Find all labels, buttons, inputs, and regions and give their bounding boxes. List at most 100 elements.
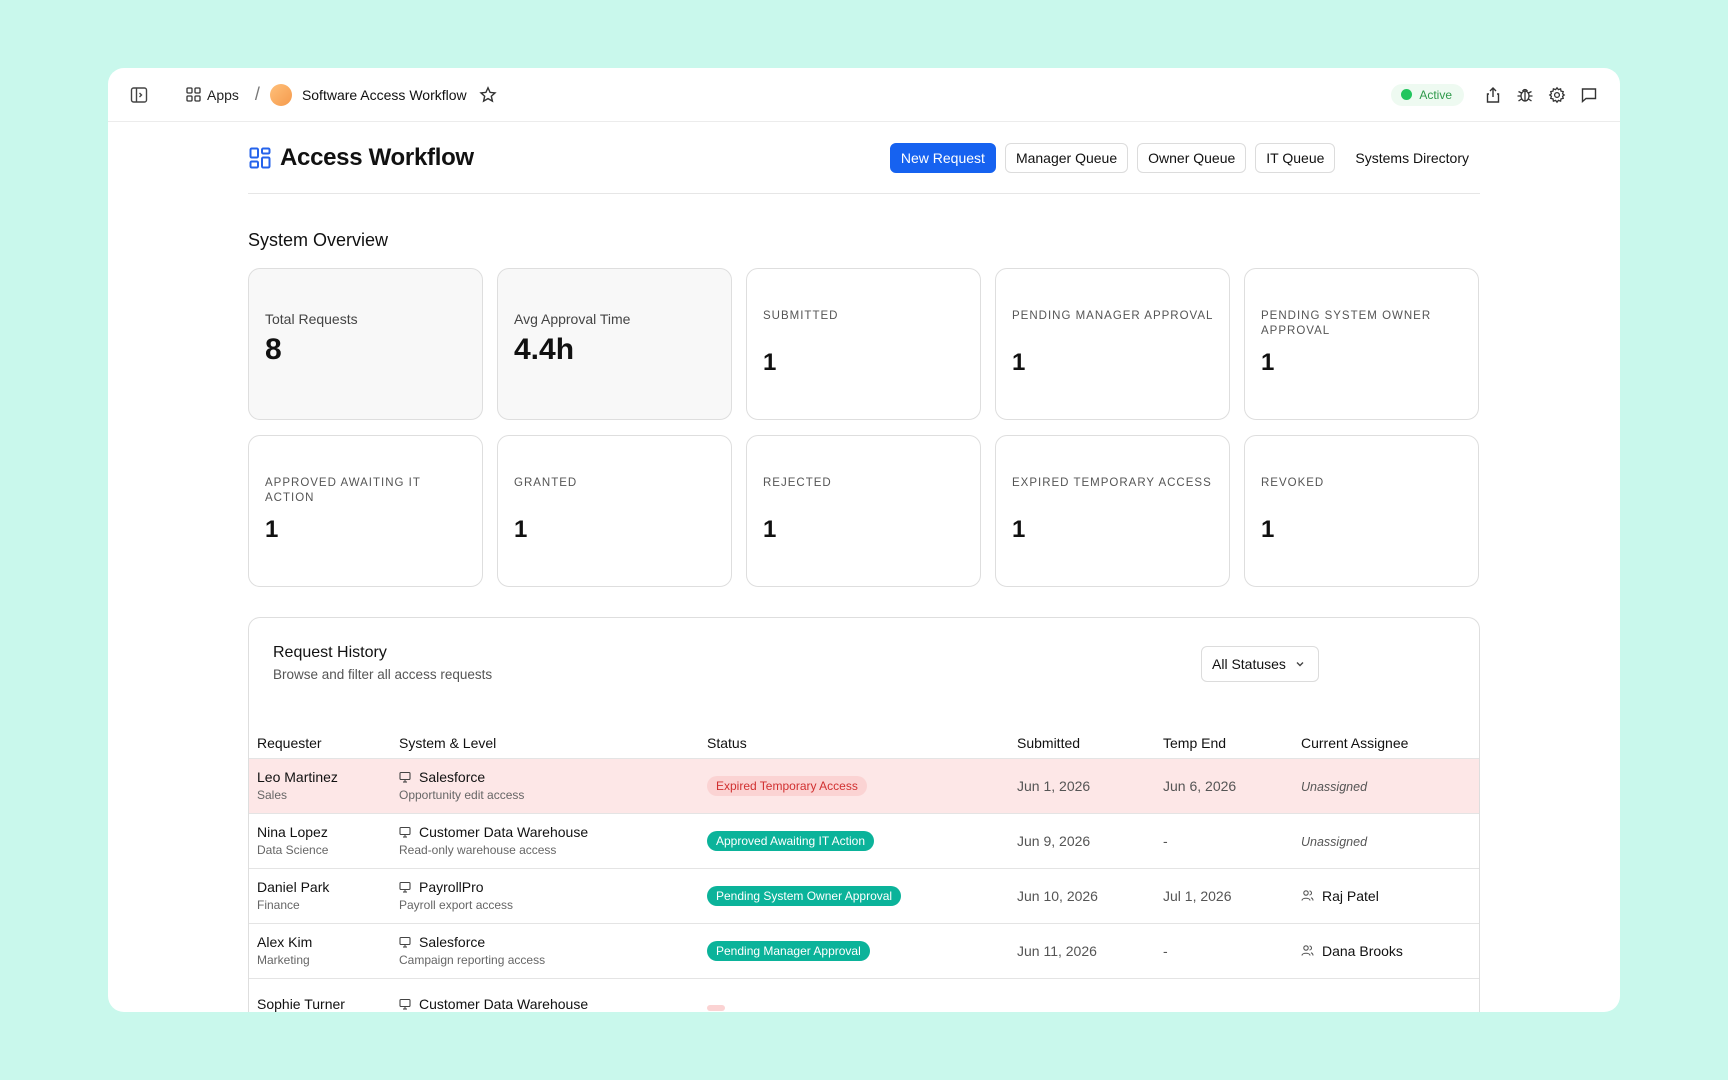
temp-end-date: Jun 6, 2026	[1163, 758, 1301, 814]
system-name: Customer Data Warehouse	[419, 996, 589, 1012]
sidebar-toggle-icon[interactable]	[126, 82, 152, 108]
stat-card-revoked: REVOKED 1	[1244, 435, 1479, 587]
access-level: Campaign reporting access	[399, 953, 546, 967]
temp-end-date	[1163, 978, 1301, 1012]
stat-card-approved-awaiting-it: APPROVED AWAITING IT ACTION 1	[248, 435, 483, 587]
status-badge	[707, 1004, 725, 1011]
stat-label: REJECTED	[763, 477, 832, 489]
submitted-date: Jun 1, 2026	[1017, 758, 1163, 814]
system-name: Customer Data Warehouse	[419, 824, 589, 840]
monitor-icon	[399, 998, 411, 1010]
top-bar: Apps / Software Access Workflow Active	[108, 68, 1620, 122]
app-window: Apps / Software Access Workflow Active	[108, 68, 1620, 1012]
requester-name: Leo Martinez	[257, 769, 338, 785]
chat-icon[interactable]	[1576, 82, 1602, 108]
status-dot	[1401, 89, 1413, 100]
requester-dept: Finance	[257, 898, 300, 912]
stat-label: APPROVED AWAITING IT ACTION	[265, 477, 421, 504]
submitted-date: Jun 11, 2026	[1017, 923, 1163, 979]
monitor-icon	[399, 881, 411, 893]
history-subtitle: Browse and filter all access requests	[273, 667, 493, 682]
stat-value: 1	[1261, 516, 1275, 543]
apps-link[interactable]: Apps	[186, 87, 239, 103]
section-title: System Overview	[248, 230, 389, 250]
manager-queue-button[interactable]: Manager Queue	[1004, 142, 1129, 173]
stat-card-total-requests: Total Requests 8	[248, 268, 483, 420]
stat-label: Total Requests	[265, 311, 358, 327]
stat-label: PENDING MANAGER APPROVAL	[1012, 310, 1214, 322]
stat-value: 1	[1012, 516, 1026, 543]
app-avatar	[269, 83, 292, 106]
request-table: Requester System & Level Status Submitte…	[249, 718, 1479, 1012]
stat-value: 1	[1012, 349, 1026, 376]
table-row[interactable]: Daniel Park Finance PayrollPro Payroll exp…	[249, 868, 1479, 924]
stat-card-avg-approval-time: Avg Approval Time 4.4h	[497, 268, 732, 420]
star-icon[interactable]	[475, 82, 501, 108]
system-name: Salesforce	[419, 934, 486, 950]
stat-label: Avg Approval Time	[514, 311, 631, 327]
status-filter-value: All Statuses	[1212, 656, 1286, 672]
assignee: Dana Brooks	[1322, 942, 1403, 959]
request-history-panel: Request History Browse and filter all ac…	[248, 617, 1480, 1012]
column-header[interactable]: Submitted	[1017, 718, 1163, 759]
submitted-date: Jun 10, 2026	[1017, 868, 1163, 924]
assignee: Raj Patel	[1322, 887, 1379, 904]
it-queue-button[interactable]: IT Queue	[1255, 142, 1336, 173]
stat-value: 1	[763, 349, 777, 376]
stat-label: PENDING SYSTEM OWNER APPROVAL	[1261, 310, 1432, 337]
gear-icon[interactable]	[1544, 82, 1570, 108]
stat-card-pending-owner: PENDING SYSTEM OWNER APPROVAL 1	[1244, 268, 1479, 420]
stat-value: 4.4h	[514, 333, 575, 366]
share-icon[interactable]	[1480, 82, 1506, 108]
requester-name: Nina Lopez	[257, 824, 328, 840]
page-title: Access Workflow	[248, 144, 474, 172]
table-row[interactable]: Alex Kim Marketing Salesforce Campaign rep…	[249, 923, 1479, 979]
column-header[interactable]: Temp End	[1163, 718, 1301, 759]
monitor-icon	[399, 771, 411, 783]
stat-value: 1	[265, 516, 279, 543]
column-header[interactable]: Status	[707, 718, 1017, 759]
owner-queue-button[interactable]: Owner Queue	[1137, 142, 1247, 173]
users-icon	[1301, 945, 1314, 956]
stats-cards: Total Requests 8 Avg Approval Time 4.4h …	[248, 268, 1480, 587]
stat-card-rejected: REJECTED 1	[746, 435, 981, 587]
monitor-icon	[399, 936, 411, 948]
table-row[interactable]: Sophie Turner Customer Data Warehouse	[249, 978, 1479, 1012]
requester-dept: Data Science	[257, 843, 329, 857]
submitted-date: Jun 9, 2026	[1017, 813, 1163, 869]
temp-end-date: Jul 1, 2026	[1163, 868, 1301, 924]
main-content: Access Workflow New Request Manager Queu…	[248, 122, 1480, 1012]
nav-bar: New Request Manager Queue Owner Queue IT…	[889, 142, 1480, 173]
status-filter-select[interactable]: All Statuses	[1201, 646, 1319, 682]
column-header[interactable]: Current Assignee	[1301, 718, 1479, 759]
page-title-text: Access Workflow	[280, 143, 474, 171]
assignee: Unassigned	[1301, 834, 1368, 849]
submitted-date	[1017, 978, 1163, 1012]
requester-name: Daniel Park	[257, 879, 330, 895]
column-header[interactable]: Requester	[249, 718, 399, 759]
stat-label: SUBMITTED	[763, 310, 839, 322]
bug-icon[interactable]	[1512, 82, 1538, 108]
assignee: Unassigned	[1301, 779, 1368, 794]
app-title: Software Access Workflow	[301, 86, 467, 103]
apps-label: Apps	[207, 86, 239, 103]
stat-card-expired-temporary: EXPIRED TEMPORARY ACCESS 1	[995, 435, 1230, 587]
column-header[interactable]: System & Level	[399, 718, 707, 759]
temp-end-date: -	[1163, 813, 1301, 869]
dashboard-icon	[249, 147, 271, 168]
status-badge: Active	[1391, 83, 1464, 106]
stat-value: 8	[265, 333, 282, 366]
chevron-down-icon	[1296, 662, 1304, 667]
monitor-icon	[399, 826, 411, 838]
table-row[interactable]: Nina Lopez Data Science Customer Data War…	[249, 813, 1479, 869]
systems-directory-button[interactable]: Systems Directory	[1344, 142, 1480, 173]
status-label: Active	[1419, 87, 1452, 102]
history-title: Request History	[273, 644, 387, 661]
status-badge: Pending System Owner Approval	[707, 885, 902, 906]
grid-icon	[186, 87, 201, 102]
stat-value: 1	[514, 516, 528, 543]
new-request-button[interactable]: New Request	[889, 142, 996, 173]
table-row[interactable]: Leo Martinez Sales Salesforce Opportunity …	[249, 758, 1479, 814]
system-name: Salesforce	[419, 769, 486, 785]
requester-dept: Marketing	[257, 953, 310, 967]
